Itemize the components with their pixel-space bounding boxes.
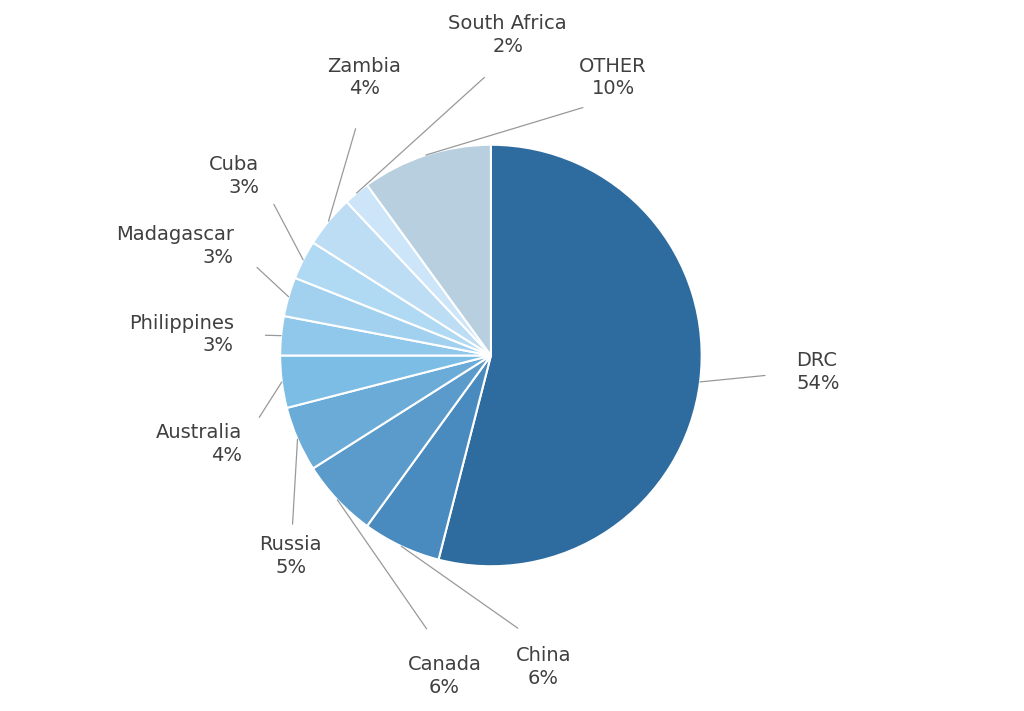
Text: Russia
5%: Russia 5%	[259, 535, 322, 577]
Wedge shape	[281, 356, 490, 408]
Text: Australia
4%: Australia 4%	[156, 423, 243, 465]
Text: Zambia
4%: Zambia 4%	[328, 57, 401, 98]
Wedge shape	[367, 356, 490, 560]
Wedge shape	[367, 145, 490, 356]
Wedge shape	[313, 202, 490, 356]
Text: Madagascar
3%: Madagascar 3%	[116, 225, 233, 267]
Wedge shape	[287, 356, 490, 469]
Text: Philippines
3%: Philippines 3%	[129, 314, 233, 356]
Wedge shape	[281, 316, 490, 356]
Text: OTHER
10%: OTHER 10%	[580, 57, 647, 98]
Text: DRC
54%: DRC 54%	[797, 351, 840, 393]
Text: Canada
6%: Canada 6%	[408, 655, 481, 697]
Text: Cuba
3%: Cuba 3%	[209, 156, 259, 197]
Wedge shape	[313, 356, 490, 526]
Text: South Africa
2%: South Africa 2%	[449, 14, 567, 56]
Wedge shape	[438, 145, 701, 566]
Wedge shape	[284, 278, 490, 356]
Text: China
6%: China 6%	[516, 646, 571, 688]
Wedge shape	[295, 242, 490, 356]
Wedge shape	[347, 185, 490, 356]
